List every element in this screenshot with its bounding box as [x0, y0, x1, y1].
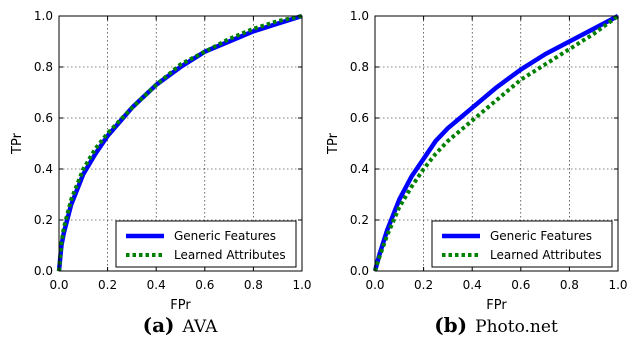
legend-box [115, 220, 297, 268]
legend-label: Learned Attributes [490, 248, 602, 262]
legend: Generic Features Learned Attributes [431, 220, 613, 268]
y-tick-label: 0.8 [34, 60, 53, 74]
x-tick-label: 0.8 [244, 278, 263, 292]
plot-frame [58, 15, 303, 272]
y-tick-label: 0.2 [350, 213, 369, 227]
legend: Generic Features Learned Attributes [115, 220, 297, 268]
legend-label: Generic Features [490, 229, 592, 243]
y-tick-label: 0.0 [34, 264, 53, 278]
y-axis-label: TPr [10, 132, 25, 155]
panel-caption: (b) Photo.net [434, 313, 558, 337]
x-axis-label: FPr [170, 298, 191, 313]
plot-frame [374, 15, 619, 272]
chart-panel-1: 0.0 0.2 0.4 0.6 0.8 1.0 0.0 0.2 0.4 0.6 0.8 1.0 FPr T… [10, 9, 312, 337]
y-tick-label: 1.0 [34, 9, 53, 23]
series-line-learned-attributes [373, 14, 620, 272]
x-tick-label: 0.4 [463, 278, 482, 292]
x-tick-label: 1.0 [608, 278, 627, 292]
series-line-learned-attributes [57, 14, 303, 272]
y-tick-label: 0.6 [34, 111, 53, 125]
x-tick-label: 0.6 [511, 278, 530, 292]
x-tick-label: 0.2 [98, 278, 117, 292]
x-axis-label: FPr [486, 298, 507, 313]
y-tick-label: 0.4 [34, 162, 53, 176]
legend-label: Generic Features [174, 229, 276, 243]
series-line-generic-features [372, 14, 620, 272]
y-tick-label: 0.8 [350, 60, 369, 74]
x-tick-label: 0.0 [49, 278, 68, 292]
legend-label: Learned Attributes [174, 248, 286, 262]
y-axis-label: TPr [326, 132, 341, 155]
x-tick-label: 0.8 [560, 278, 579, 292]
x-tick-label: 0.0 [365, 278, 384, 292]
x-tick-label: 0.4 [147, 278, 166, 292]
x-tick-label: 1.0 [292, 278, 311, 292]
x-tick-label: 0.2 [414, 278, 433, 292]
y-tick-label: 0.2 [34, 213, 53, 227]
chart-panel-2: 0.0 0.2 0.4 0.6 0.8 1.0 0.0 0.2 0.4 0.6 0.8 1.0 FPr T… [326, 9, 628, 337]
legend-box [431, 220, 613, 268]
y-tick-label: 0.4 [350, 162, 369, 176]
x-tick-label: 0.6 [195, 278, 214, 292]
y-tick-label: 1.0 [350, 9, 369, 23]
y-tick-label: 0.6 [350, 111, 369, 125]
y-tick-label: 0.0 [350, 264, 369, 278]
panel-caption: (a) AVA [143, 313, 218, 337]
